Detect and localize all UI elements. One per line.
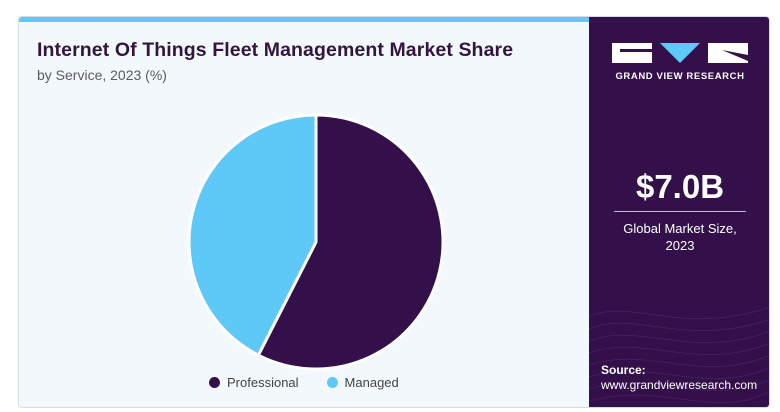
legend-label: Managed — [344, 375, 399, 390]
chart-subtitle: by Service, 2023 (%) — [37, 67, 167, 83]
accent-bar — [19, 17, 589, 22]
stats-panel: GRAND VIEW RESEARCH $7.0B Global Market … — [589, 17, 769, 407]
brand-name: GRAND VIEW RESEARCH — [615, 71, 745, 82]
market-size-stat: $7.0B Global Market Size, 2023 — [589, 167, 769, 254]
market-size-value: $7.0B — [635, 168, 725, 205]
pie-slice-professional — [256, 113, 445, 371]
legend-dot-icon — [326, 377, 338, 388]
gvr-logo-icon — [612, 43, 748, 63]
source-label: Source: — [601, 363, 646, 377]
legend-label: Professional — [227, 375, 299, 390]
wave-pattern-decoration — [589, 307, 769, 403]
chart-panel: Internet Of Things Fleet Management Mark… — [19, 17, 589, 407]
source-url[interactable]: www.grandviewresearch.com — [601, 378, 758, 392]
pie-slice-managed — [187, 113, 318, 358]
market-size-label-line2: 2023 — [665, 238, 695, 253]
source-note: Source: www.grandviewresearch.com — [601, 363, 757, 393]
stat-divider — [614, 211, 746, 212]
chart-legend: Professional Managed — [209, 375, 399, 390]
market-size-label-line1: Global Market Size, — [623, 221, 737, 236]
legend-dot-icon — [209, 377, 220, 388]
legend-item-managed: Managed — [326, 375, 399, 390]
chart-title: Internet Of Things Fleet Management Mark… — [37, 39, 514, 61]
pie-chart — [187, 113, 445, 371]
legend-item-professional: Professional — [209, 375, 299, 390]
infographic-card: Internet Of Things Fleet Management Mark… — [18, 16, 770, 408]
brand-logo: GRAND VIEW RESEARCH — [589, 41, 769, 82]
